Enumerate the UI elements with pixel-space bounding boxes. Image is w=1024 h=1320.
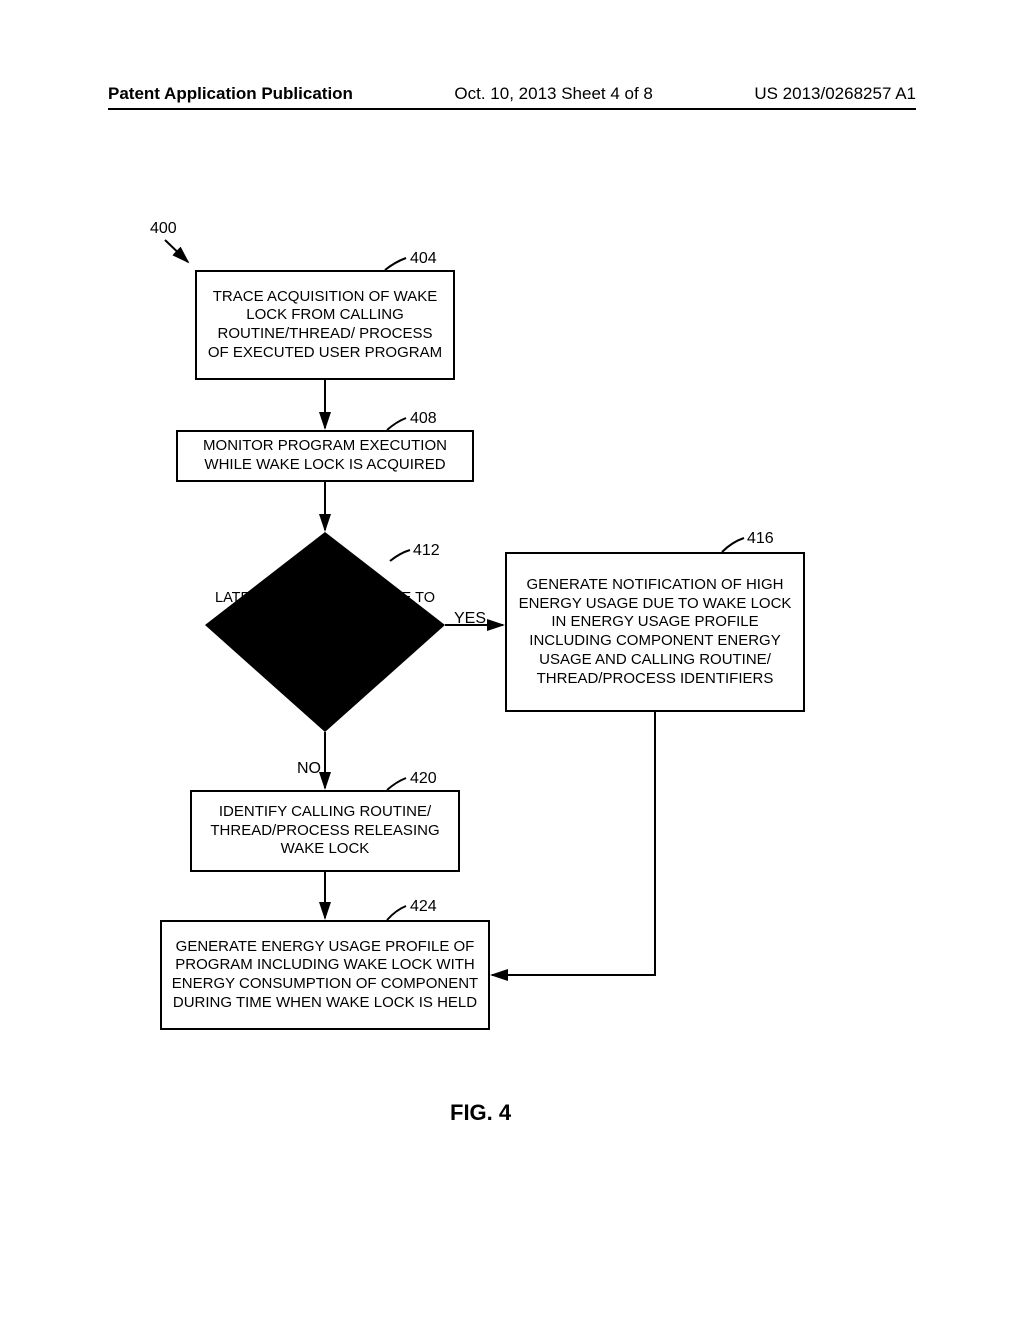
- flowchart-canvas: 400 TRACE ACQUISITION OF WAKE LOCK FROM …: [110, 180, 910, 1180]
- label-404: 404: [410, 250, 437, 268]
- box-420-text: IDENTIFY CALLING ROUTINE/ THREAD/PROCESS…: [200, 803, 450, 859]
- box-408-text: MONITOR PROGRAM EXECUTION WHILE WAKE LOC…: [186, 437, 464, 475]
- label-424: 424: [410, 898, 437, 916]
- ref-400: 400: [150, 220, 177, 238]
- box-404: TRACE ACQUISITION OF WAKE LOCK FROM CALL…: [195, 270, 455, 380]
- header-right: US 2013/0268257 A1: [754, 84, 916, 104]
- header-left: Patent Application Publication: [108, 84, 353, 104]
- decision-412-text: LATE RELEASE OR FAILURE TO RELEASE WAKE …: [210, 550, 440, 700]
- box-424: GENERATE ENERGY USAGE PROFILE OF PROGRAM…: [160, 920, 490, 1030]
- decision-yes: YES: [454, 610, 486, 628]
- decision-no: NO: [297, 760, 321, 778]
- decision-412-text-inner: LATE RELEASE OR FAILURE TO RELEASE WAKE …: [212, 590, 438, 660]
- header-mid: Oct. 10, 2013 Sheet 4 of 8: [454, 84, 652, 104]
- label-408: 408: [410, 410, 437, 428]
- label-420: 420: [410, 770, 437, 788]
- label-416: 416: [747, 530, 774, 548]
- box-416-text: GENERATE NOTIFICATION OF HIGH ENERGY USA…: [515, 576, 795, 689]
- box-424-text: GENERATE ENERGY USAGE PROFILE OF PROGRAM…: [170, 938, 480, 1013]
- box-420: IDENTIFY CALLING ROUTINE/ THREAD/PROCESS…: [190, 790, 460, 872]
- box-408: MONITOR PROGRAM EXECUTION WHILE WAKE LOC…: [176, 430, 474, 482]
- figure-caption: FIG. 4: [450, 1100, 511, 1126]
- label-412: 412: [413, 542, 440, 560]
- patent-header: Patent Application Publication Oct. 10, …: [108, 84, 916, 110]
- box-416: GENERATE NOTIFICATION OF HIGH ENERGY USA…: [505, 552, 805, 712]
- box-404-text: TRACE ACQUISITION OF WAKE LOCK FROM CALL…: [205, 288, 445, 363]
